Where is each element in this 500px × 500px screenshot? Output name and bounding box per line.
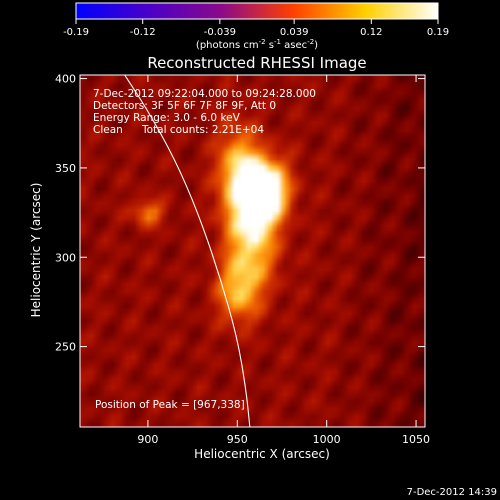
x-tick-label: 1000 [313, 433, 341, 446]
x-tick-label: 950 [227, 433, 248, 446]
chart-title: Reconstructed RHESSI Image [147, 54, 366, 72]
annotation-block: 7-Dec-2012 09:22:04.000 to 09:24:28.000 … [93, 88, 316, 411]
plot-frame [79, 74, 426, 428]
colorbar: -0.19 -0.12 -0.039 0.039 0.12 0.19 (photons c… [63, 2, 449, 51]
x-axis-ticks: 900 950 1000 1050 [137, 75, 430, 446]
annotation-total-counts: Total counts: 2.21E+04 [141, 124, 264, 136]
heatmap-image [80, 75, 425, 427]
colorbar-tick-label: -0.19 [63, 27, 89, 38]
y-tick-label: 250 [55, 341, 76, 354]
footer-timestamp: 7-Dec-2012 14:39 [407, 487, 497, 498]
x-tick-label: 1050 [402, 433, 430, 446]
y-axis-ticks: 250 300 350 400 [55, 73, 425, 354]
x-tick-label: 900 [137, 433, 158, 446]
colorbar-tick-label: -0.039 [204, 27, 236, 38]
y-tick-label: 350 [55, 162, 76, 175]
colorbar-tick-label: 0.12 [360, 27, 382, 38]
x-axis-label: Heliocentric X (arcsec) [194, 447, 330, 461]
colorbar-ticks: -0.19 -0.12 -0.039 0.039 0.12 0.19 [63, 19, 449, 38]
annotation-detectors: Detectors: 3F 5F 6F 7F 8F 9F, Att 0 [93, 100, 276, 112]
y-tick-label: 300 [55, 251, 76, 264]
solar-limb-curve [124, 75, 251, 427]
annotation-time-range: 7-Dec-2012 09:22:04.000 to 09:24:28.000 [93, 88, 316, 100]
colorbar-tick-label: 0.19 [427, 27, 449, 38]
colorbar-tick-label: 0.039 [280, 27, 309, 38]
annotation-energy: Energy Range: 3.0 - 6.0 keV [93, 112, 241, 124]
colorbar-tick-label: -0.12 [130, 27, 156, 38]
y-tick-label: 400 [55, 73, 76, 86]
annotation-clean: Clean [93, 124, 123, 136]
annotation-peak-position: Position of Peak = [967,338] [95, 399, 245, 411]
plot-area [80, 75, 425, 427]
colorbar-units: (photons cm-2 s-1 asec-2) [196, 38, 318, 51]
colorbar-strip [75, 2, 439, 20]
y-axis-label: Heliocentric Y (arcsec) [29, 183, 43, 318]
